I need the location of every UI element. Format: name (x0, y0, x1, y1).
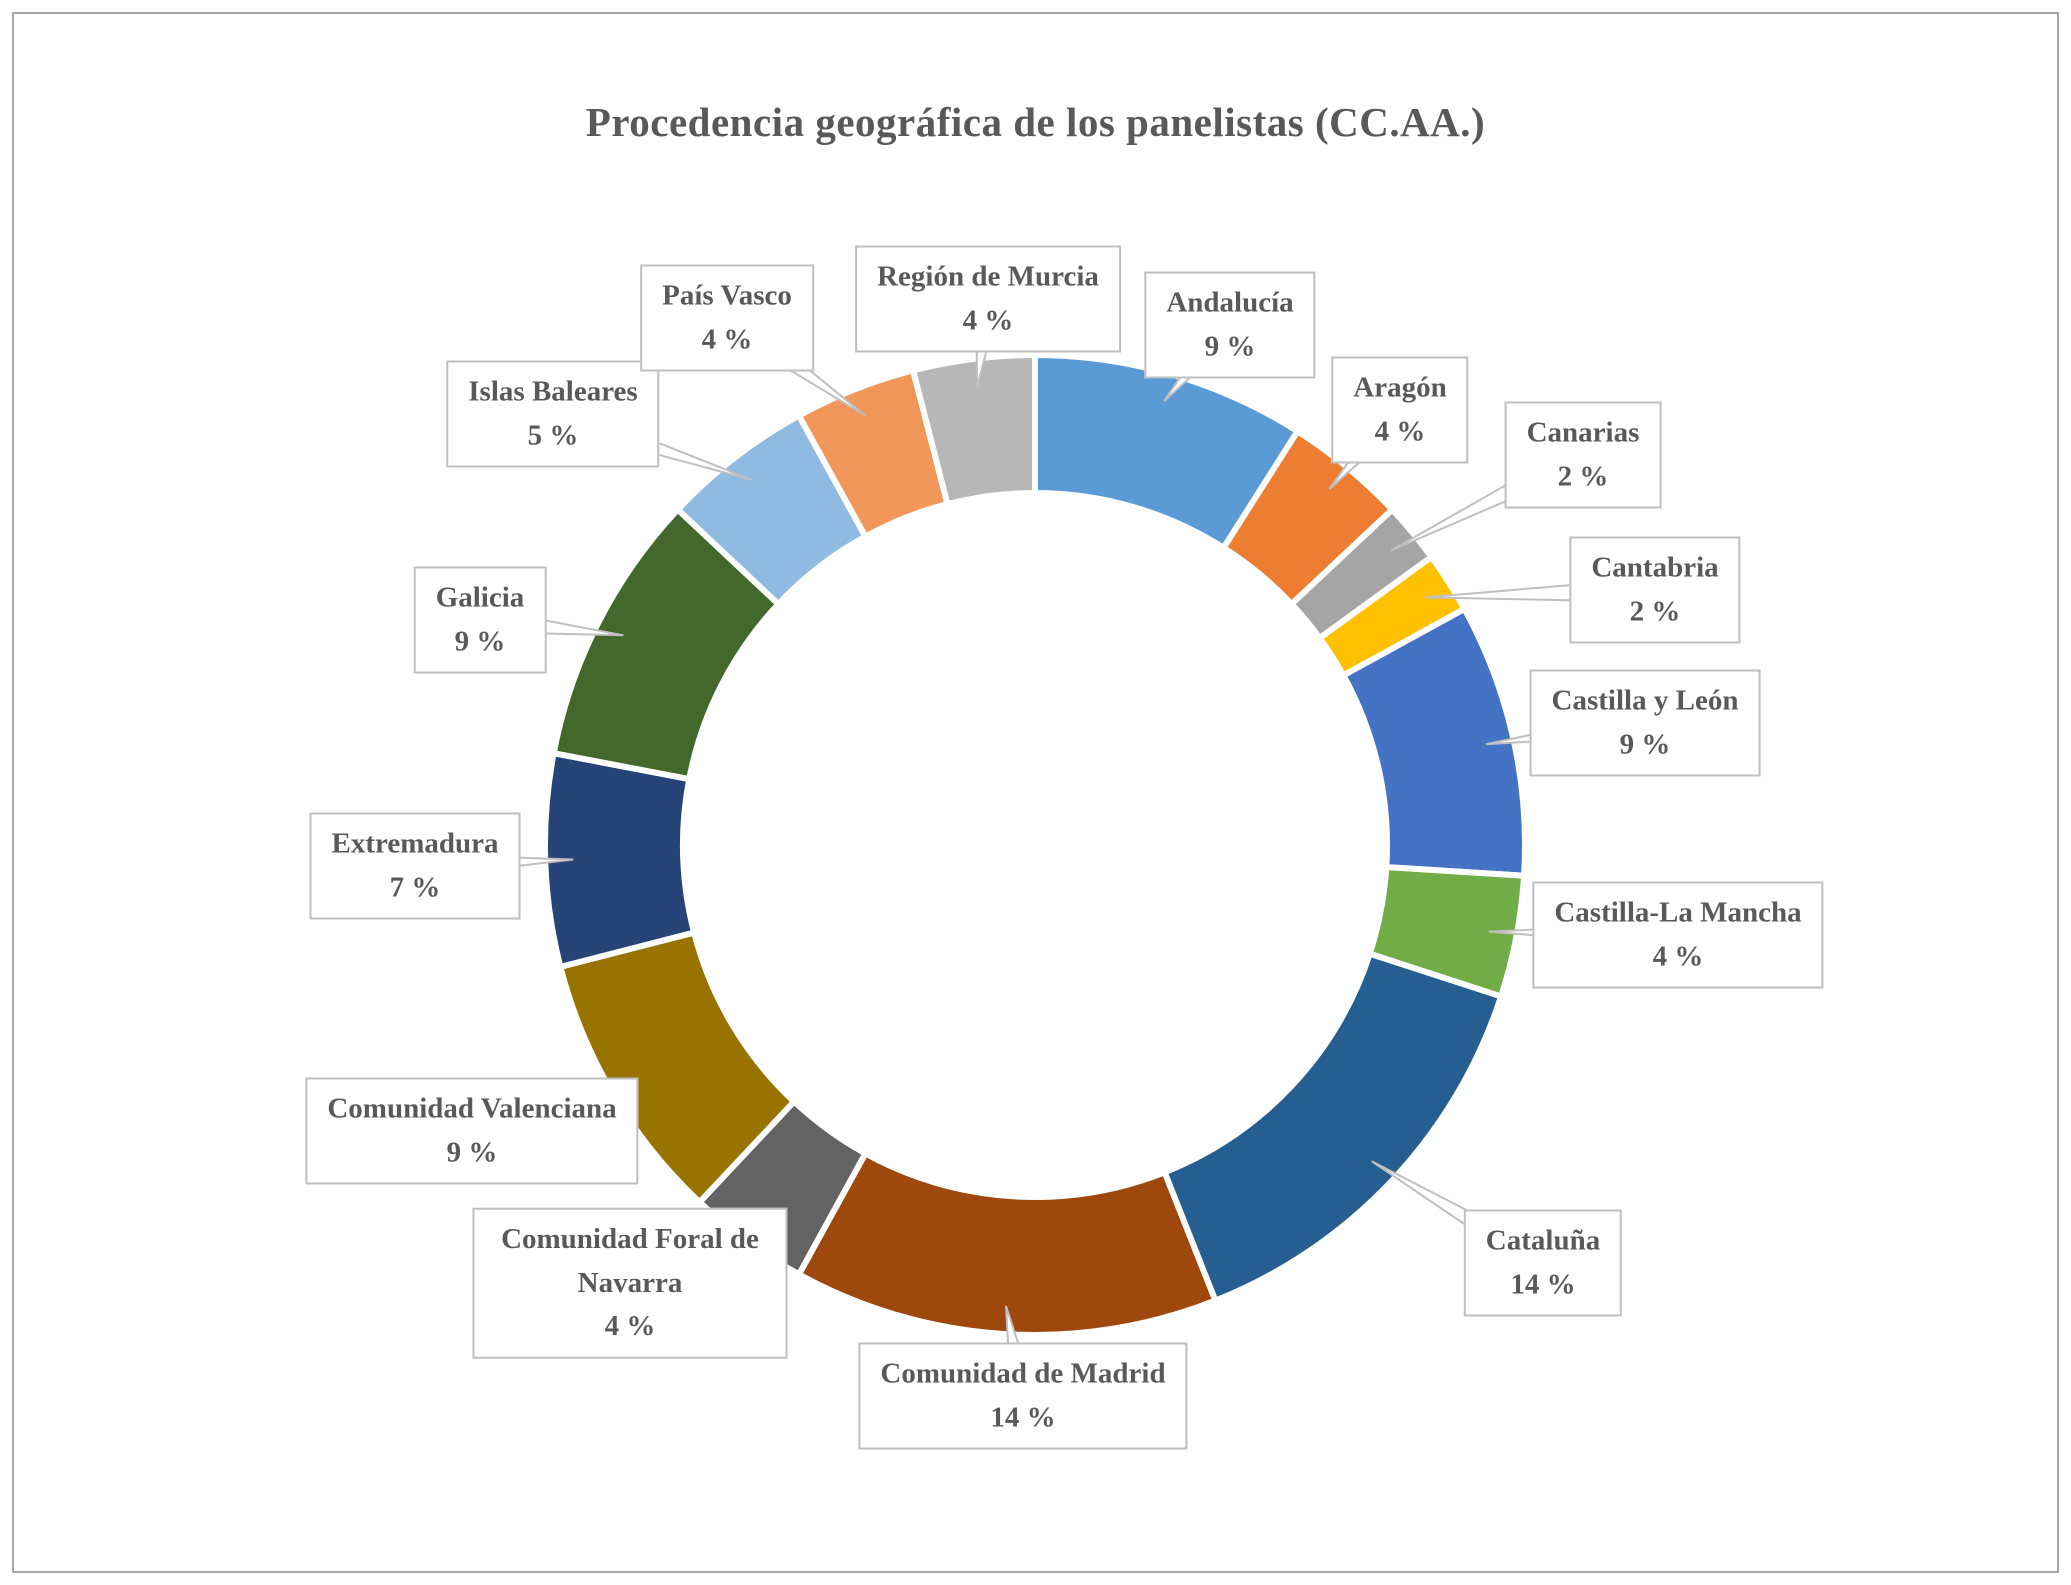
pie-slice-cataluna (1161, 950, 1505, 1304)
data-label-value: 5 % (527, 419, 579, 451)
donut-slices (542, 352, 1528, 1338)
data-label-value: 7 % (389, 871, 441, 903)
data-label-andalucia: Andalucía 9 % (1144, 271, 1316, 379)
data-label-value: 9 % (446, 1136, 498, 1168)
data-label-comunidad-de-madrid: Comunidad de Madrid 14 % (858, 1342, 1188, 1450)
data-label-name: Comunidad Valenciana (327, 1092, 617, 1125)
data-label-value: 4 % (604, 1309, 656, 1342)
data-label-value: 2 % (1629, 595, 1681, 627)
data-label-galicia: Galicia 9 % (413, 566, 547, 674)
data-label-name: Islas Baleares (468, 375, 638, 408)
data-label-pais-vasco: País Vasco 4 % (640, 264, 814, 372)
data-label-name: Andalucía (1166, 286, 1294, 319)
data-label-cantabria: Cantabria 2 % (1569, 536, 1741, 644)
data-label-name: Cantabria (1591, 551, 1719, 584)
data-label-name: Aragón (1353, 371, 1447, 404)
data-label-value: 9 % (454, 625, 506, 657)
data-label-name: Cataluña (1485, 1224, 1601, 1257)
data-label-comunidad-valenciana: Comunidad Valenciana 9 % (305, 1077, 639, 1185)
data-label-castilla-y-leon: Castilla y León 9 % (1529, 669, 1761, 777)
data-label-value: 4 % (962, 304, 1014, 336)
data-label-value: 9 % (1619, 728, 1671, 760)
data-label-name: Galicia (435, 581, 525, 614)
data-label-name: Comunidad Foral de Navarra (501, 1222, 759, 1299)
data-label-value: 14 % (990, 1401, 1056, 1433)
data-label-value: 14 % (1510, 1268, 1576, 1300)
data-label-aragon: Aragón 4 % (1331, 356, 1469, 464)
data-label-value: 2 % (1557, 460, 1609, 492)
data-label-name: Extremadura (331, 827, 499, 860)
data-label-castilla-la-mancha: Castilla-La Mancha 4 % (1532, 881, 1824, 989)
data-label-name: Castilla-La Mancha (1554, 896, 1802, 929)
data-label-name: Canarias (1526, 416, 1640, 449)
data-label-islas-baleares: Islas Baleares 5 % (446, 360, 660, 468)
data-label-value: 4 % (1374, 415, 1426, 447)
chart-title: Procedencia geográfica de los panelistas… (585, 99, 1486, 145)
data-label-name: País Vasco (662, 279, 792, 312)
data-label-value: 4 % (1652, 940, 1704, 972)
data-label-cataluna: Cataluña 14 % (1463, 1209, 1623, 1317)
data-label-canarias: Canarias 2 % (1504, 401, 1662, 509)
data-label-region-de-murcia: Región de Murcia 4 % (855, 245, 1121, 353)
data-label-comunidad-foral-de-navarra: Comunidad Foral de Navarra 4 % (472, 1207, 788, 1359)
pie-slice-region-de-murcia (910, 352, 1038, 508)
data-label-extremadura: Extremadura 7 % (309, 812, 521, 920)
data-label-value: 9 % (1204, 330, 1256, 362)
data-label-name: Castilla y León (1551, 684, 1739, 717)
data-label-name: Región de Murcia (877, 260, 1099, 293)
data-label-value: 4 % (701, 323, 753, 355)
data-label-name: Comunidad de Madrid (880, 1357, 1166, 1390)
